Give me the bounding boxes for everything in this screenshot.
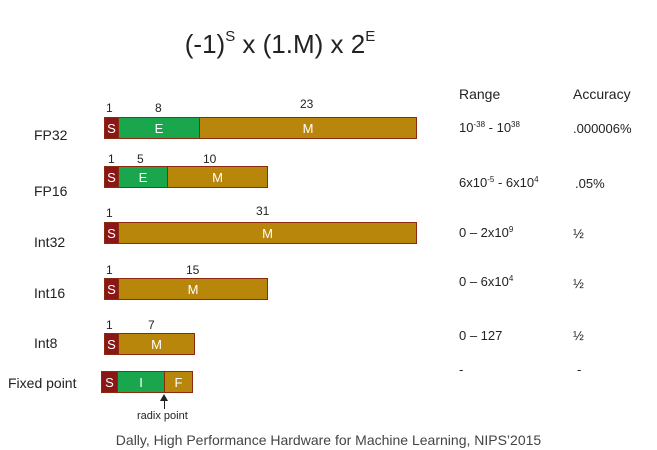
- source-caption: Dally, High Performance Hardware for Mac…: [115, 432, 542, 448]
- bit-count: 31: [256, 204, 270, 218]
- bit-count: 1: [106, 318, 113, 332]
- accuracy-value: ½: [573, 226, 584, 241]
- bit-count: 15: [186, 263, 200, 277]
- bit-count: 7: [148, 318, 155, 332]
- bit-count: 1: [108, 152, 115, 166]
- mantissa-field: M: [167, 166, 268, 188]
- range-value: 6x10-5 - 6x104: [459, 175, 539, 190]
- row-label-int8: Int8: [34, 335, 58, 351]
- accuracy-value: -: [577, 362, 582, 377]
- mantissa-field: M: [118, 222, 417, 244]
- sign-field: S: [104, 166, 119, 188]
- bit-count: 10: [203, 152, 217, 166]
- integer-field: I: [117, 371, 165, 393]
- mantissa-field: M: [199, 117, 417, 139]
- bit-count: 1: [106, 206, 113, 220]
- fraction-field: F: [164, 371, 193, 393]
- range-value: 10-38 - 1038: [459, 120, 520, 135]
- accuracy-value: ½: [573, 328, 584, 343]
- range-value: 0 – 2x109: [459, 225, 514, 240]
- accuracy-value: ½: [573, 276, 584, 291]
- exponent-field: E: [118, 117, 200, 139]
- bit-count: 8: [155, 101, 162, 115]
- row-label-fixed-point: Fixed point: [8, 375, 77, 391]
- range-header: Range: [459, 86, 501, 102]
- formula: (-1)S x (1.M) x 2E: [184, 28, 376, 59]
- bit-count: 23: [300, 97, 314, 111]
- accuracy-header: Accuracy: [573, 86, 631, 102]
- range-value: 0 – 127: [459, 328, 503, 343]
- range-value: -: [459, 362, 464, 377]
- bit-count: 5: [137, 152, 144, 166]
- sign-field: S: [101, 371, 118, 393]
- accuracy-value: .05%: [575, 176, 605, 191]
- bit-count: 1: [106, 263, 113, 277]
- radix-arrow-head-icon: [160, 394, 168, 401]
- row-label-int16: Int16: [34, 285, 66, 301]
- bit-count: 1: [106, 101, 113, 115]
- row-label-int32: Int32: [34, 234, 66, 250]
- range-value: 0 – 6x104: [459, 274, 514, 289]
- mantissa-field: M: [118, 333, 195, 355]
- sign-field: S: [104, 117, 119, 139]
- mantissa-field: M: [118, 278, 268, 300]
- sign-field: S: [104, 333, 119, 355]
- radix-arrow-line: [164, 400, 165, 409]
- exponent-field: E: [118, 166, 168, 188]
- row-label-fp32: FP32: [34, 127, 68, 143]
- radix-point-label: radix point: [137, 410, 188, 422]
- sign-field: S: [104, 278, 119, 300]
- row-label-fp16: FP16: [34, 183, 68, 199]
- sign-field: S: [104, 222, 119, 244]
- accuracy-value: .000006%: [573, 121, 632, 136]
